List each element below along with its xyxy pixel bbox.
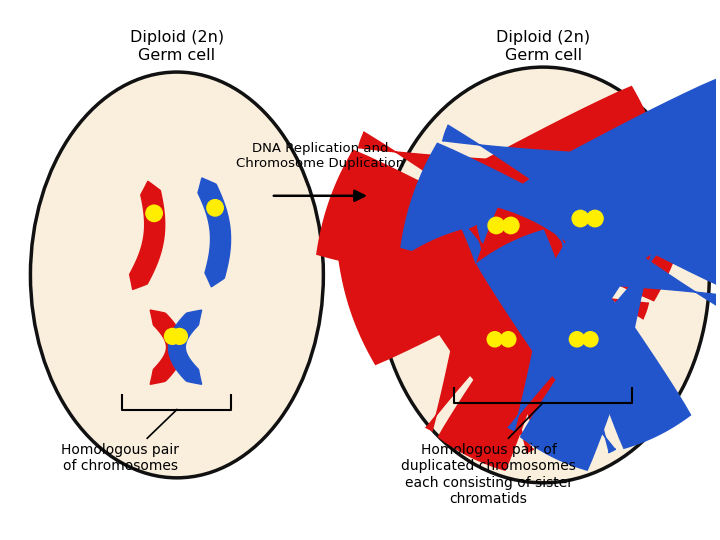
Circle shape bbox=[582, 332, 598, 347]
Circle shape bbox=[500, 332, 516, 347]
Circle shape bbox=[146, 205, 162, 221]
Polygon shape bbox=[443, 125, 720, 294]
Polygon shape bbox=[401, 143, 720, 312]
Circle shape bbox=[171, 328, 187, 345]
Circle shape bbox=[503, 217, 519, 234]
Polygon shape bbox=[336, 86, 668, 255]
Polygon shape bbox=[469, 226, 608, 448]
Polygon shape bbox=[477, 230, 616, 453]
Polygon shape bbox=[198, 178, 230, 287]
Text: DNA Replication and
Chromosome Duplication: DNA Replication and Chromosome Duplicati… bbox=[236, 142, 405, 170]
Polygon shape bbox=[423, 188, 720, 357]
Polygon shape bbox=[168, 310, 202, 384]
Polygon shape bbox=[395, 230, 534, 453]
Circle shape bbox=[488, 217, 505, 234]
Polygon shape bbox=[130, 181, 165, 289]
Text: Homologous pair
of chromosomes: Homologous pair of chromosomes bbox=[61, 443, 179, 474]
Circle shape bbox=[487, 332, 503, 347]
Polygon shape bbox=[438, 248, 577, 470]
Polygon shape bbox=[552, 226, 690, 448]
Text: Homologous pair of
duplicated chromosomes
each consisting of sister
chromatids: Homologous pair of duplicated chromosome… bbox=[401, 443, 576, 506]
Text: Diploid (2n)
Germ cell: Diploid (2n) Germ cell bbox=[130, 30, 224, 63]
Circle shape bbox=[570, 332, 585, 347]
Ellipse shape bbox=[30, 72, 323, 478]
Polygon shape bbox=[339, 195, 671, 364]
Circle shape bbox=[587, 211, 603, 227]
Polygon shape bbox=[420, 79, 720, 248]
Polygon shape bbox=[426, 208, 564, 431]
Circle shape bbox=[207, 200, 223, 216]
Polygon shape bbox=[317, 150, 649, 319]
Circle shape bbox=[572, 211, 588, 227]
Circle shape bbox=[164, 328, 180, 345]
Polygon shape bbox=[521, 248, 660, 470]
Ellipse shape bbox=[377, 67, 709, 483]
Polygon shape bbox=[508, 208, 647, 431]
Polygon shape bbox=[359, 132, 690, 301]
Text: Diploid (2n)
Germ cell: Diploid (2n) Germ cell bbox=[496, 30, 590, 63]
Polygon shape bbox=[150, 310, 184, 384]
